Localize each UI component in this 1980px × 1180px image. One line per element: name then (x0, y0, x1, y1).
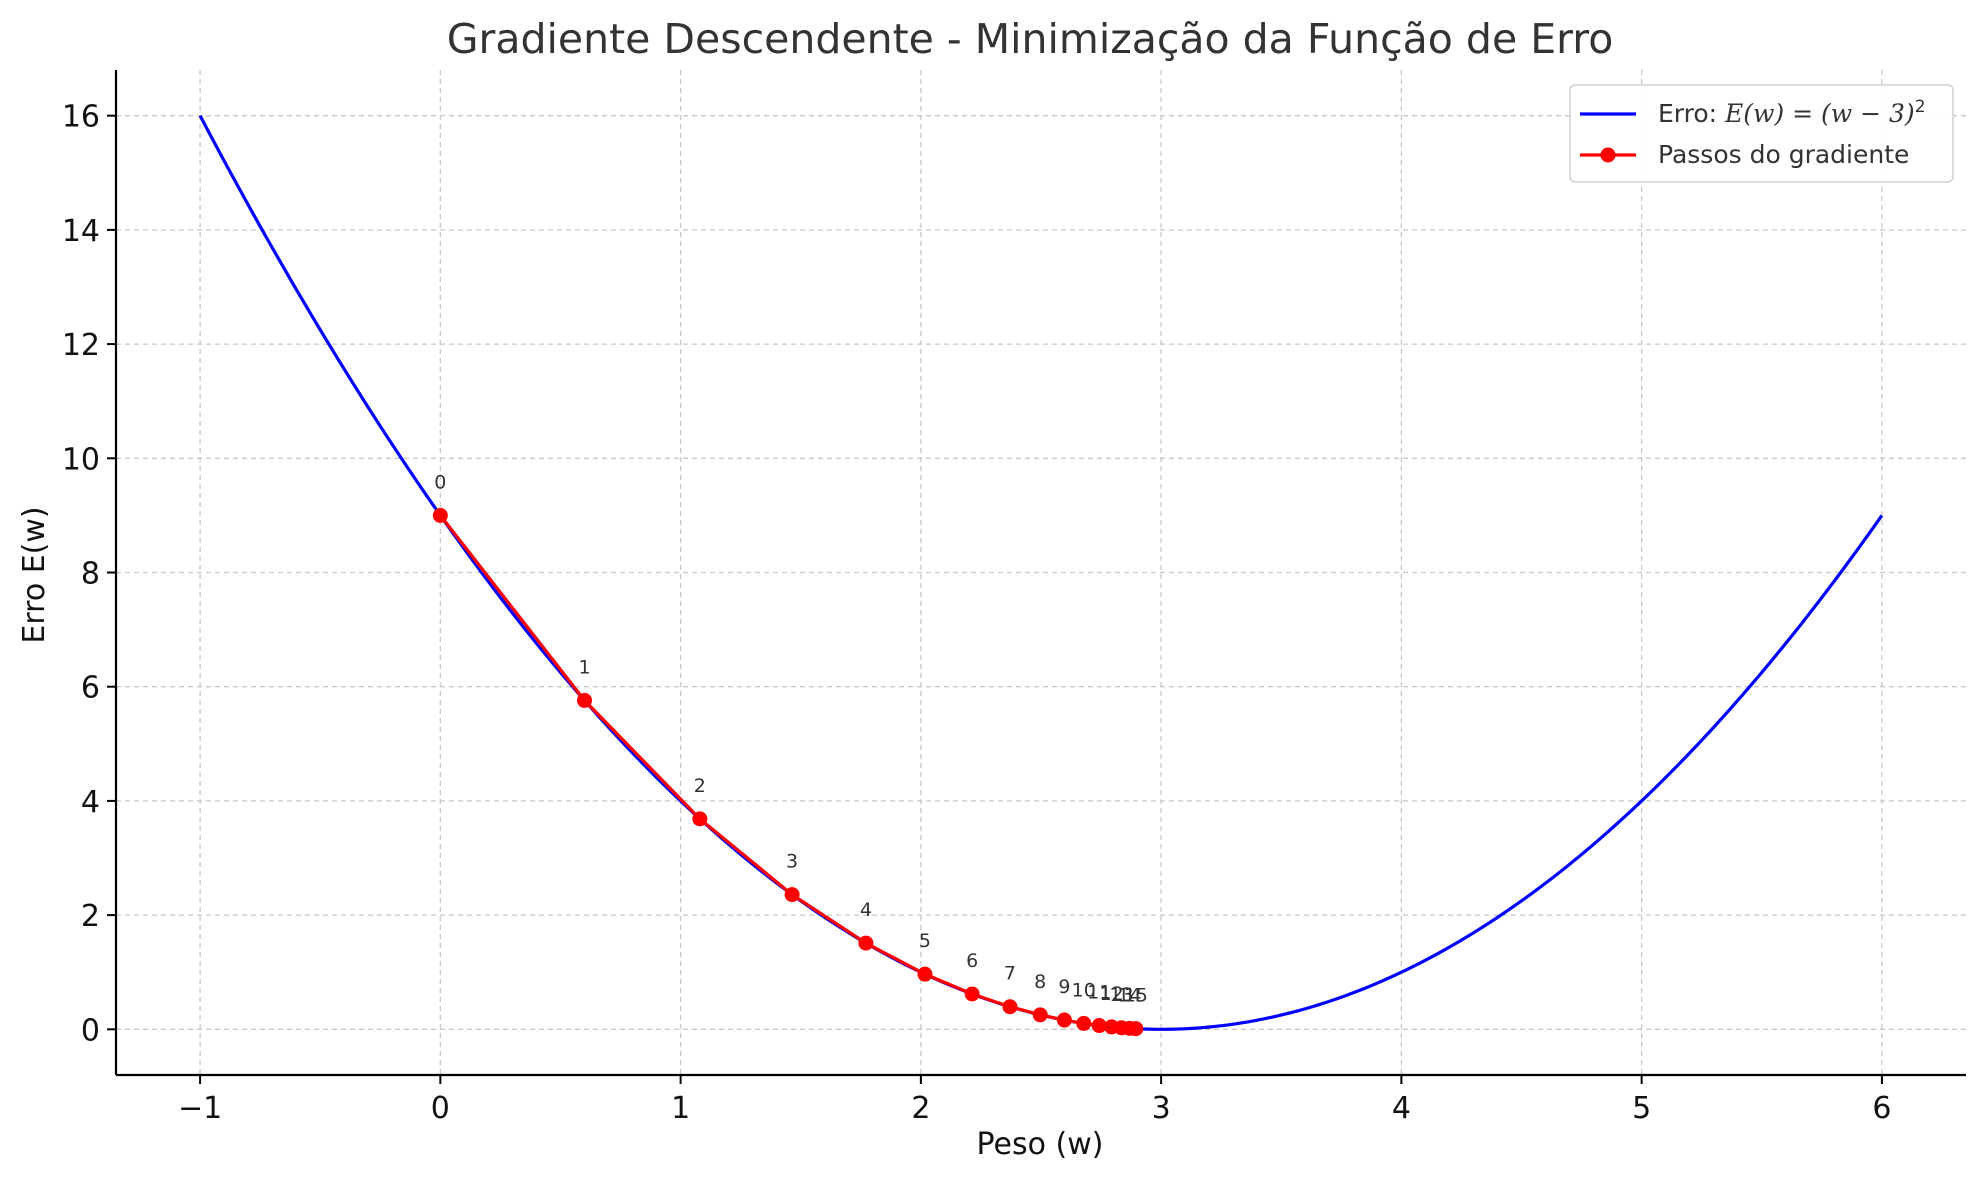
gradient-step-label: 2 (694, 775, 706, 797)
gradient-step-label: 9 (1058, 976, 1070, 998)
x-tick-label: 4 (1392, 1091, 1411, 1126)
legend: Erro: E(w) = (w − 3)2 Passos do gradiente (1569, 84, 1954, 183)
gradient-step-point (917, 966, 933, 982)
legend-label-error: Erro: E(w) = (w − 3)2 (1658, 97, 1926, 128)
axes (114, 70, 1966, 1077)
gradient-step-point (784, 887, 800, 903)
y-tick-label: 8 (81, 557, 100, 592)
gradient-step-label: 3 (786, 851, 798, 873)
gradient-step-label: 5 (919, 930, 931, 952)
gradient-step-point (577, 692, 593, 708)
gradient-step-point (692, 811, 708, 827)
legend-label-steps: Passos do gradiente (1658, 140, 1909, 169)
y-tick-label: 14 (62, 214, 100, 249)
gradient-step-label: 13 (1109, 984, 1133, 1006)
gradient-step-point (1128, 1021, 1144, 1037)
gradient-step-point (964, 986, 980, 1002)
chart-title: Gradiente Descendente - Minimização da F… (447, 15, 1614, 63)
gradient-step-point (1091, 1018, 1107, 1034)
legend-marker-steps (1600, 147, 1616, 163)
grid (116, 70, 1966, 1075)
x-tick-label: 5 (1632, 1091, 1651, 1126)
legend-box (1569, 84, 1954, 183)
gradient-step-label: 15 (1124, 985, 1148, 1007)
gradient-step-label: 0 (434, 471, 446, 493)
y-tick-label: 12 (62, 328, 100, 363)
gradient-steps-line (439, 514, 1136, 1031)
x-axis-label: Peso (w) (977, 1127, 1104, 1162)
y-tick-label: 10 (62, 442, 100, 477)
gradient-step-point (858, 935, 874, 951)
gradient-step-label: 14 (1117, 984, 1141, 1006)
gradient-step-label: 11 (1087, 982, 1111, 1004)
x-tick-label: −1 (178, 1091, 222, 1126)
gradient-step-point (1032, 1007, 1048, 1023)
x-tick-label: 6 (1872, 1091, 1891, 1126)
gradient-step-point (1076, 1015, 1092, 1031)
y-tick-label: 6 (81, 671, 100, 706)
y-tick-label: 0 (81, 1013, 100, 1048)
y-tick-label: 16 (62, 100, 100, 135)
gradient-step-label: 4 (860, 899, 872, 921)
gradient-step-label: 1 (578, 656, 590, 678)
x-tick-label: 0 (431, 1091, 450, 1126)
gradient-step-label: 6 (966, 950, 978, 972)
gradient-step-point (1002, 999, 1018, 1015)
gradient-step-label: 12 (1099, 983, 1123, 1005)
y-tick-label: 4 (81, 785, 100, 820)
y-tick-label: 2 (81, 899, 100, 934)
y-axis-label: Erro E(w) (17, 506, 52, 643)
x-tick-label: 2 (911, 1091, 930, 1126)
gradient-step-label: 7 (1004, 963, 1016, 985)
gradient-step-label: 8 (1034, 971, 1046, 993)
x-tick-label: 1 (671, 1091, 690, 1126)
gradient-step-label: 10 (1072, 979, 1096, 1001)
gradient-step-point (432, 507, 448, 523)
x-tick-label: 3 (1152, 1091, 1171, 1126)
gradient-step-point (1056, 1012, 1072, 1028)
